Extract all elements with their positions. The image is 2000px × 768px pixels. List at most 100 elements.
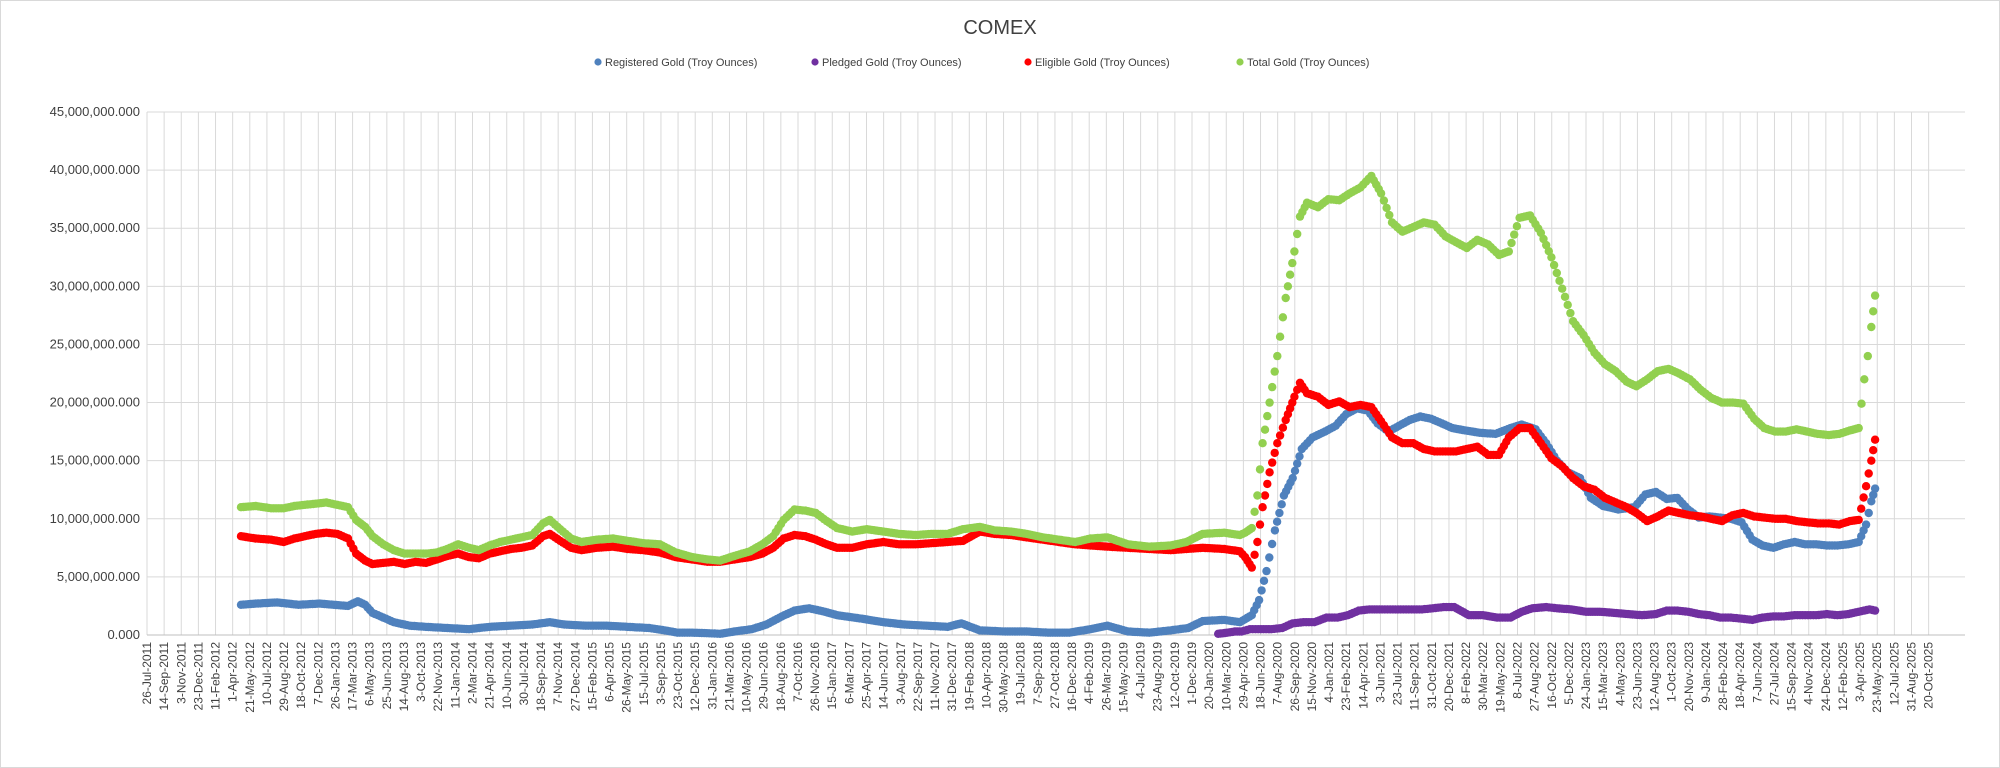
x-tick-label: 23-Oct-2015 [671,642,685,709]
data-point [1870,606,1880,615]
data-point [1265,553,1274,562]
data-point [1555,276,1564,285]
x-tick-label: 6-Mar-2017 [842,642,856,704]
x-tick-label: 18-Jun-2020 [1254,642,1268,710]
x-tick-label: 30-Jul-2014 [517,642,531,706]
data-point [1258,439,1267,448]
data-point [1265,468,1274,477]
data-point [1247,563,1257,572]
x-tick-label: 31-Aug-2025 [1905,642,1919,712]
data-point [1255,520,1265,529]
x-tick-label: 14-Apr-2021 [1356,642,1370,709]
data-point [1547,253,1556,262]
y-tick-label: 5,000,000.000 [57,569,140,584]
x-tick-label: 16-Dec-2018 [1065,642,1079,712]
x-tick-label: 1-Dec-2019 [1185,642,1199,705]
data-point [1260,425,1270,434]
data-point [1255,465,1265,474]
x-tick-label: 27-Aug-2022 [1528,642,1542,712]
legend-item: Total Gold (Troy Ounces) [1236,57,1369,69]
data-point [1385,210,1394,220]
data-point [1285,270,1295,279]
data-point [1268,382,1277,392]
x-tick-label: 31-Dec-2017 [945,642,959,712]
data-point [1290,392,1299,401]
data-point [1867,456,1876,465]
data-point [1859,493,1868,502]
x-tick-label: 15-Jan-2017 [825,642,839,710]
x-tick-label: 23-Jul-2021 [1391,642,1405,706]
x-tick-label: 26-Sep-2020 [1288,642,1302,712]
data-point [1267,539,1277,549]
y-tick-label: 40,000,000.000 [50,162,140,177]
data-point [1250,550,1259,559]
data-point [1867,497,1876,506]
x-tick-label: 4-Jan-2021 [1322,642,1336,703]
data-point [1258,503,1267,512]
data-point [1283,282,1293,291]
x-tick-label: 31-Oct-2021 [1425,642,1439,709]
x-tick-label: 25-Jun-2013 [380,642,394,710]
data-point [1263,479,1272,489]
x-tick-label: 24-Dec-2024 [1819,642,1833,712]
data-point [1507,238,1516,248]
x-tick-label: 15-Feb-2015 [585,642,599,711]
x-tick-label: 25-Apr-2017 [860,642,874,709]
x-tick-label: 3-Aug-2017 [894,642,908,705]
data-point [1857,504,1866,513]
data-point [1861,482,1871,491]
data-point [1293,459,1302,468]
data-point [1867,322,1876,332]
y-tick-label: 30,000,000.000 [50,278,140,293]
y-gridlines [147,111,1965,578]
series-4 [236,171,1880,565]
y-tick-label: 35,000,000.000 [50,220,140,235]
data-point [1870,484,1880,493]
data-point [1382,203,1391,213]
data-point [1870,435,1880,444]
y-axis-tick-labels: 0.000 5,000,000.000 10,000,000.000 15,000,0… [50,104,140,642]
x-tick-label: 11-Jan-2014 [448,642,462,709]
x-tick-label: 28-Feb-2024 [1716,642,1730,711]
legend-marker [1236,58,1244,66]
data-point [1275,508,1284,518]
data-point [1869,490,1878,500]
x-tick-label: 18-Apr-2024 [1733,642,1747,709]
x-tick-label: 26-Jul-2011 [140,642,154,705]
data-point [1863,351,1873,361]
data-point [1566,308,1575,318]
x-tick-label: 21-Mar-2016 [722,642,736,711]
data-point [1247,523,1257,533]
data-point [1253,537,1262,547]
x-tick-label: 20-Dec-2021 [1442,642,1456,712]
x-tick-label: 21-Apr-2014 [483,642,497,709]
legend-item: Registered Gold (Troy Ounces) [594,57,757,69]
data-point [1257,586,1266,595]
data-point [1278,423,1288,432]
x-tick-label: 15-Sep-2024 [1785,642,1799,712]
x-tick-label: 14-Aug-2013 [397,642,411,712]
x-tick-label: 10-Apr-2018 [979,642,993,709]
legend-label: Total Gold (Troy Ounces) [1247,57,1369,69]
x-tick-label: 31-Jan-2016 [705,642,719,710]
x-tick-label: 7-Oct-2016 [791,642,805,702]
x-tick-label: 7-Dec-2012 [311,642,325,705]
data-point [1558,284,1567,293]
x-tick-label: 14-Jun-2017 [877,642,891,710]
x-tick-label: 29-Apr-2020 [1236,642,1250,709]
data-point [1273,439,1282,448]
x-tick-label: 20-Jan-2020 [1202,642,1216,710]
x-tick-label: 30-Mar-2022 [1476,642,1490,711]
legend-label: Eligible Gold (Troy Ounces) [1035,57,1170,69]
data-point [1288,473,1297,483]
x-tick-label: 10-Jul-2012 [260,642,274,706]
legend-label: Pledged Gold (Troy Ounces) [822,57,962,69]
series-1 [236,404,1880,638]
y-tick-label: 20,000,000.000 [50,395,140,410]
data-point [1254,595,1264,605]
x-tick-label: 12-Jul-2025 [1887,642,1901,706]
data-point [1250,507,1259,516]
x-tick-label: 3-Sep-2015 [654,642,668,705]
legend: Registered Gold (Troy Ounces) Pledged Gol… [594,57,1369,69]
